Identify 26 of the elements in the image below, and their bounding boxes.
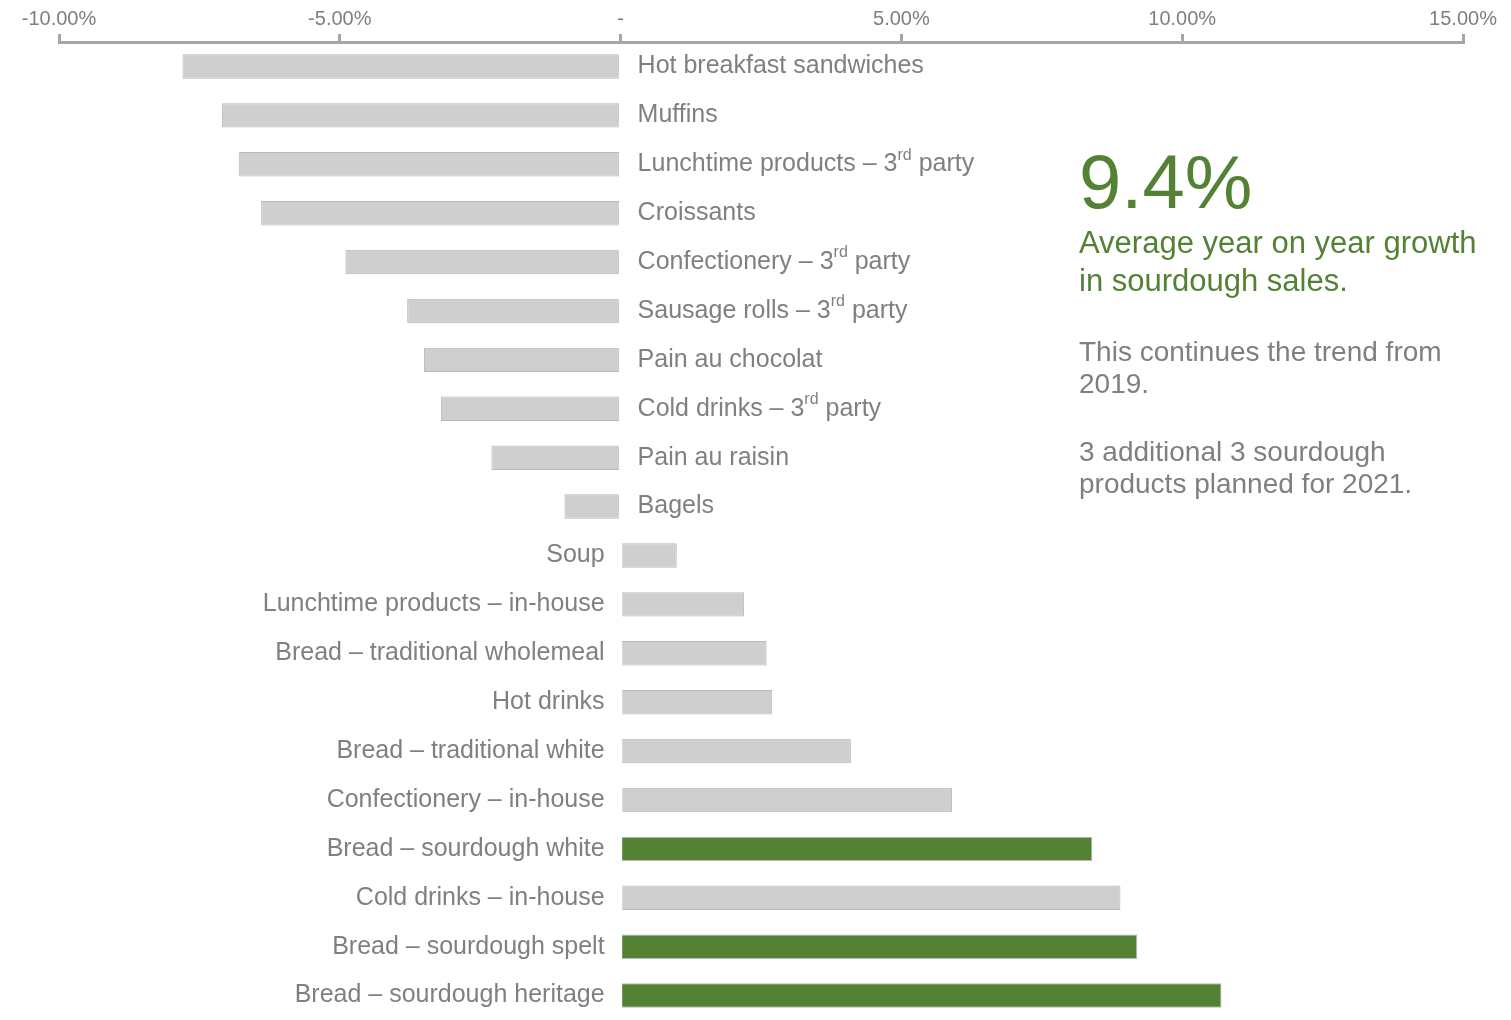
- y-tick-label: Muffins: [637, 99, 718, 128]
- y-tick-label: Croissants: [637, 197, 756, 226]
- x-tick-label: 5.00%: [873, 6, 930, 29]
- y-tick-label: Bread – sourdough spelt: [332, 930, 605, 959]
- y-tick-label: Bread – traditional white: [336, 734, 605, 763]
- y-tick-label: Hot drinks: [492, 686, 605, 715]
- annotation: This continues the trend from 2019.: [1079, 336, 1443, 400]
- x-tick-label: 15.00%: [1429, 6, 1498, 29]
- x-tick-label: -10.00%: [21, 6, 97, 29]
- y-tick-label: Pain au chocolat: [637, 343, 823, 372]
- y-tick-label: Hot breakfast sandwiches: [637, 50, 924, 79]
- y-tick-label: Confectionery – in-house: [326, 783, 605, 812]
- x-tick-label: -: [617, 6, 624, 29]
- y-tick-label: Lunchtime products – in-house: [262, 588, 605, 617]
- annotation: 9.4%: [1079, 139, 1254, 224]
- annotation: 3 additional 3 sourdough products planned for 2021.: [1079, 436, 1414, 500]
- y-tick-label: Bagels: [637, 490, 715, 519]
- x-tick-label: -5.00%: [308, 6, 372, 29]
- x-tick-label: 10.00%: [1148, 6, 1217, 29]
- y-tick-label: Soup: [546, 539, 605, 568]
- y-tick-label: Bread – traditional wholemeal: [275, 637, 605, 666]
- y-tick-label: Cold drinks – in-house: [355, 881, 605, 910]
- y-tick-label: Bread – sourdough white: [326, 832, 605, 861]
- y-tick-label: Bread – sourdough heritage: [294, 979, 605, 1008]
- annotation: Average year on year growth in sourdough sales.: [1079, 224, 1478, 300]
- y-tick-label: Pain au raisin: [637, 441, 790, 470]
